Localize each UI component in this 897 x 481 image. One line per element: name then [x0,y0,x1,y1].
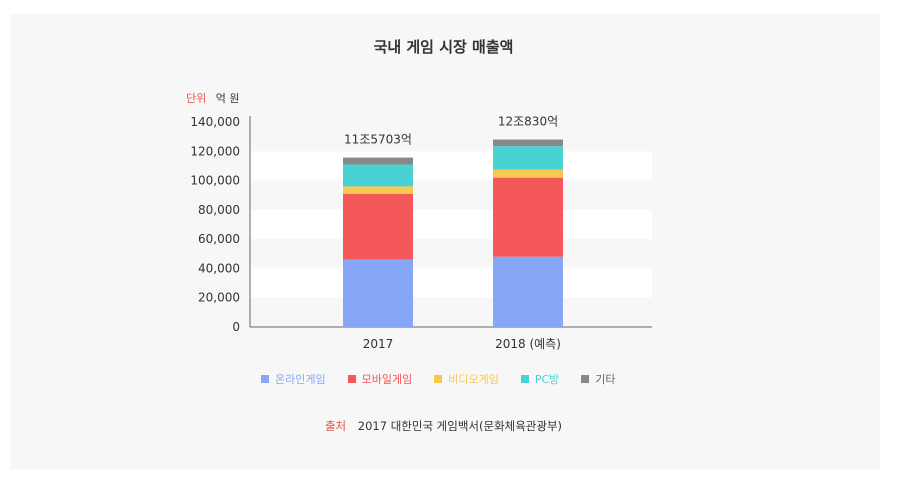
legend-swatch [581,375,590,383]
bar-segment [493,169,563,178]
grid-band [250,239,652,269]
y-tick-label: 40,000 [198,261,240,275]
source-value: 2017 대한민국 게임백서(문화체육관광부) [357,419,563,433]
chart-title: 국내 게임 시장 매출액 [373,38,514,56]
legend-item: 온라인게임 [261,371,326,387]
legend-swatch [261,375,269,383]
grid-band [250,180,652,210]
source-note: 출처 2017 대한민국 게임백서(문화체육관광부) [0,418,887,434]
grid-band [250,122,652,152]
bar-segment [343,259,413,327]
unit-label-value: 억 원 [215,92,240,105]
legend-item: 모바일게임 [347,371,413,387]
legend-label: 기타 [595,373,616,386]
legend: 온라인게임 모바일게임 비디오게임 PC방 기타 [261,371,616,387]
y-tick-label: 100,000 [190,174,240,188]
grid-band [250,151,652,181]
legend-item: PC방 [520,371,560,387]
unit-label: 단위 억 원 [186,90,240,106]
bar-segment [493,146,563,170]
legend-label: 온라인게임 [275,373,326,386]
bar-total-label: 11조5703억 [344,133,412,147]
legend-label: PC방 [534,373,560,386]
grid-band [250,268,652,298]
grid-band [250,297,652,327]
grid-band [250,209,652,240]
y-tick-label: 60,000 [198,232,240,246]
bar-segment [343,186,413,194]
legend-label: 모바일게임 [361,373,413,386]
x-tick-label: 2017 [363,337,394,351]
y-tick-label: 120,000 [190,144,240,158]
bar-segment [343,157,413,165]
y-tick-label: 80,000 [198,203,240,217]
y-tick-label: 0 [232,320,240,334]
bar-total-label: 12조830억 [498,115,558,129]
legend-swatch [520,375,529,383]
legend-swatch [347,375,356,383]
bar-segment [343,193,413,260]
bar-segment [493,256,563,327]
source-label: 출처 [324,419,347,433]
bar-segment [343,164,413,187]
bar-segment [493,139,563,147]
y-tick-label: 140,000 [190,115,240,129]
x-tick-label: 2018 (예측) [495,337,561,351]
legend-item: 비디오게임 [434,371,499,387]
legend-label: 비디오게임 [448,373,499,386]
bar-segment [493,177,563,257]
y-tick-label: 20,000 [198,291,240,305]
unit-label-key: 단위 [186,92,207,105]
legend-swatch [434,375,443,383]
legend-item: 기타 [581,371,616,387]
